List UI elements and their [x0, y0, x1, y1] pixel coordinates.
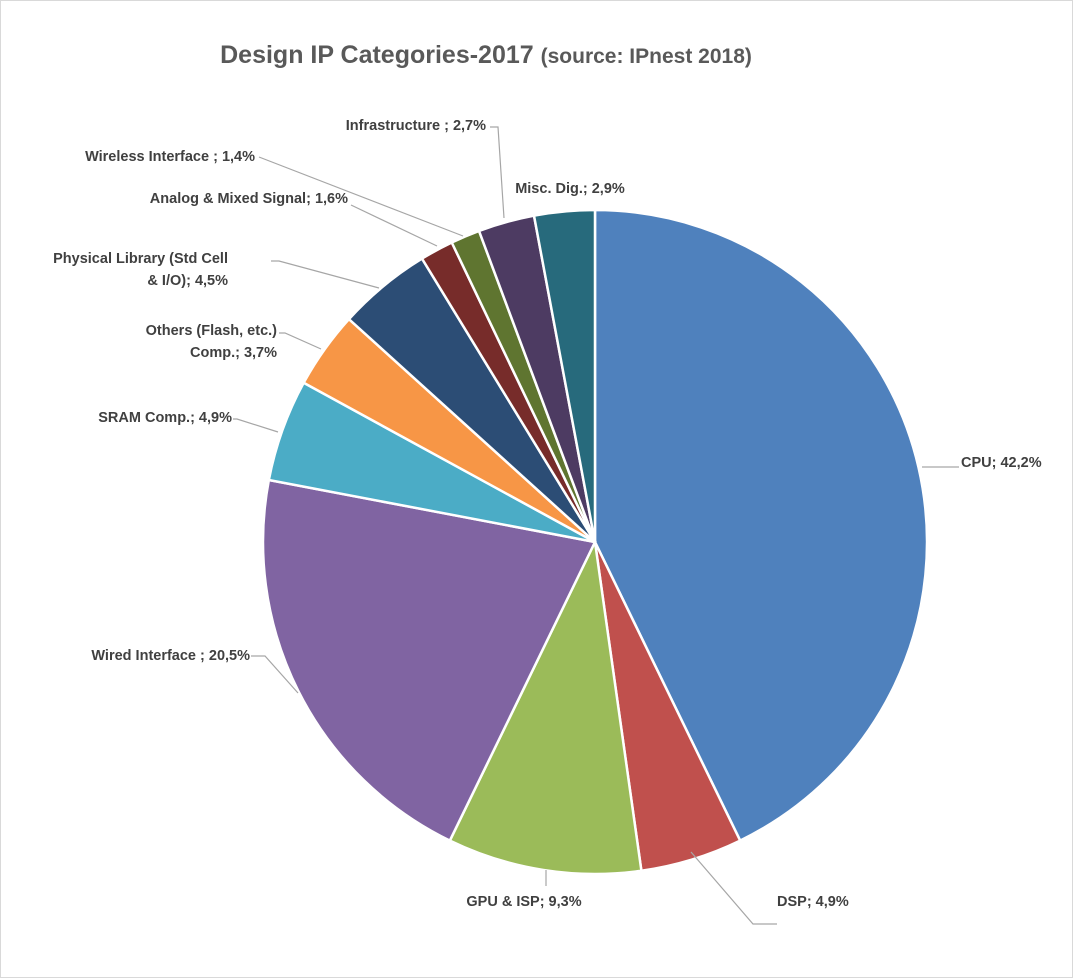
chart-subtitle: (source: IPnest 2018) [540, 45, 752, 68]
chart-title: Design IP Categories-2017 (source: IPnes… [1, 41, 971, 70]
leader-line-wired-interface [251, 655, 299, 694]
data-labels: CPU; 42,2% DSP; 4,9% GPU & ISP; 9,3% Wired … [53, 118, 1042, 910]
data-label-others-flash-etc-comp: Others (Flash, etc.) Comp.; 3,7% [146, 323, 278, 361]
leader-line-physical-library-std-cell-i-o [271, 260, 380, 289]
data-label-wireless-interface: Wireless Interface ; 1,4% [85, 149, 255, 165]
data-label-sram-comp: SRAM Comp.; 4,9% [98, 410, 232, 426]
data-label-line: GPU & ISP; 9,3% [466, 894, 581, 910]
pie-slice-misc-dig [532, 208, 597, 543]
data-label-line: Comp.; 3,7% [190, 345, 277, 361]
data-label-line: Misc. Dig.; 2,9% [515, 181, 625, 197]
data-label-wired-interface: Wired Interface ; 20,5% [91, 648, 250, 664]
leader-line-others-flash-etc-comp [279, 332, 322, 350]
data-label-analog-mixed-signal: Analog & Mixed Signal; 1,6% [150, 191, 348, 207]
leader-lines [233, 126, 959, 925]
data-label-line: Analog & Mixed Signal; 1,6% [150, 191, 348, 207]
pie-slice-wired-interface [261, 478, 597, 843]
pie-slice-gpu-isp [448, 537, 643, 876]
data-label-misc-dig: Misc. Dig.; 2,9% [515, 181, 625, 197]
data-label-line: Wired Interface ; 20,5% [91, 648, 250, 664]
data-label-dsp: DSP; 4,9% [777, 894, 849, 910]
data-label-line: Wireless Interface ; 1,4% [85, 149, 255, 165]
data-label-line: SRAM Comp.; 4,9% [98, 410, 232, 426]
leader-line-wireless-interface [258, 156, 464, 237]
data-label-cpu: CPU; 42,2% [961, 455, 1042, 471]
pie-slices [261, 208, 929, 876]
data-label-line: DSP; 4,9% [777, 894, 849, 910]
data-label-line: Infrastructure ; 2,7% [346, 118, 486, 134]
data-label-line: CPU; 42,2% [961, 455, 1042, 471]
leader-line-infrastructure [490, 126, 505, 219]
chart-title-main: Design IP Categories-2017 [220, 41, 534, 69]
pie-slice-cpu [593, 208, 929, 843]
data-label-line: Others (Flash, etc.) [146, 323, 278, 339]
leader-line-dsp [690, 851, 777, 925]
data-label-line: Physical Library (Std Cell [53, 251, 228, 267]
data-label-gpu-isp: GPU & ISP; 9,3% [466, 894, 581, 910]
data-label-infrastructure: Infrastructure ; 2,7% [346, 118, 486, 134]
data-label-line: & I/O); 4,5% [147, 273, 228, 289]
data-label-physical-library-std-cell-i-o: Physical Library (Std Cell & I/O); 4,5% [53, 251, 228, 289]
leader-line-sram-comp [233, 418, 279, 433]
leader-line-analog-mixed-signal [350, 204, 438, 247]
